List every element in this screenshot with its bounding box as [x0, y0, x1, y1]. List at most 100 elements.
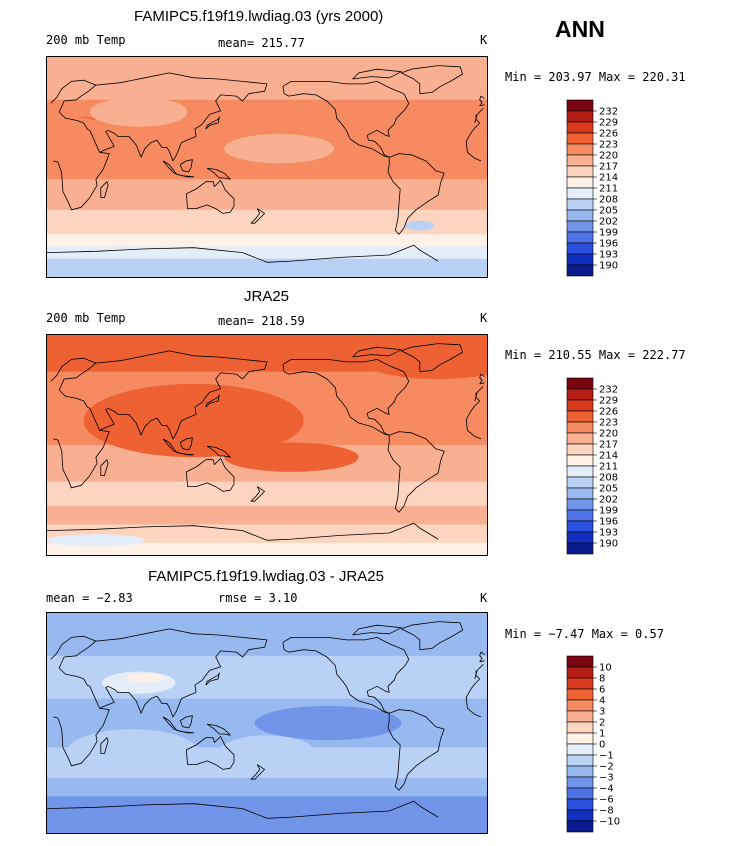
panel-1-coast-borneo — [179, 159, 193, 173]
panel-3-rmse-label: rmse = 3.10 — [218, 591, 298, 605]
panel-1-colorbar-label-5: 220 — [599, 151, 618, 162]
panel-1-coast-madagascar — [100, 181, 109, 198]
panel-2-colorbar-swatch-10 — [566, 476, 594, 489]
panel-1-colorbar-swatch-15 — [566, 253, 594, 266]
panel-1-colorbar-label-12: 199 — [599, 228, 618, 239]
panel-2-colorbar-label-10: 205 — [599, 484, 618, 495]
panel-2-coast-asia — [95, 350, 268, 440]
panel-1-contour-plot — [47, 57, 487, 277]
panel-1-anomaly-patch-2 — [47, 116, 115, 156]
panel-2-variable-label: 200 mb Temp — [46, 311, 126, 325]
panel-2-colorbar-swatch-14 — [566, 520, 594, 533]
panel-3-anomaly-patch-3 — [254, 705, 402, 741]
panel-1-colorbar-swatch-6 — [566, 154, 594, 167]
panel-3-colorbar-label-8: 0 — [599, 740, 605, 751]
panel-2-colorbar-label-9: 208 — [599, 473, 618, 484]
panel-2-colorbar: 232 229 226 223 220 217 214 211 208 205 202 199 196 1… — [565, 377, 635, 555]
panel-3-colorbar-swatch-1 — [566, 655, 594, 668]
panel-3-map — [46, 612, 488, 834]
panel-3-coast-antarctica — [47, 800, 439, 819]
panel-1-colorbar-label-9: 208 — [599, 195, 618, 206]
panel-1-min-max: Min = 203.97 Max = 220.31 — [505, 70, 686, 84]
panel-1-coast-europe-africa — [50, 79, 484, 211]
panel-3-colorbar-label-7: 1 — [599, 729, 605, 740]
panel-2-mean-value: 218.59 — [261, 314, 305, 328]
panel-3-colorbar-label-14: −8 — [599, 806, 614, 817]
panel-3-colorbar-label-15: −10 — [599, 817, 620, 828]
panel-3-colorbar-label-9: −1 — [599, 751, 614, 762]
panel-3-units: K — [480, 591, 488, 605]
panel-3-anomaly-patch-2 — [126, 672, 164, 683]
panel-1-coast-new-zealand — [250, 208, 265, 224]
panel-3-colorbar-swatch-2 — [566, 666, 594, 679]
panel-2-colorbar-swatch-5 — [566, 421, 594, 434]
panel-1-colorbar-label-11: 202 — [599, 217, 618, 228]
panel-2-coast-new-zealand — [250, 486, 265, 502]
panel-1-colorbar-label-2: 229 — [599, 118, 618, 129]
panel-3-coast-borneo — [179, 715, 193, 729]
panel-2-band-7 — [47, 524, 487, 544]
panel-1-mean-label: mean= 215.77 — [218, 36, 305, 50]
panel-3-colorbar-label-2: 8 — [599, 674, 605, 685]
panel-2-band-5 — [47, 481, 487, 507]
panel-1-colorbar-swatch-8 — [566, 176, 594, 189]
panel-1-colorbar-swatch-1 — [566, 99, 594, 112]
panel-2-coast-madagascar — [100, 459, 109, 476]
panel-3-coast-australia — [185, 736, 235, 770]
panel-1-colorbar-label-3: 226 — [599, 129, 618, 140]
panel-1-colorbar-label-14: 193 — [599, 250, 618, 261]
panel-2-coast-south-america — [387, 431, 445, 513]
panel-1-colorbar-swatch-12 — [566, 220, 594, 233]
panel-3-min-max: Min = −7.47 Max = 0.57 — [505, 627, 664, 641]
panel-2-colorbar-label-11: 202 — [599, 495, 618, 506]
panel-2-map — [46, 334, 488, 556]
panel-2-colorbar-swatch-15 — [566, 531, 594, 544]
panel-2-colorbar-swatch-8 — [566, 454, 594, 467]
panel-3-colorbar-label-10: −2 — [599, 762, 614, 773]
season-label: ANN — [555, 16, 605, 42]
panel-3-colorbar-swatch-16 — [566, 820, 594, 833]
panel-3-coast-uk — [479, 651, 485, 663]
panel-3-coast-madagascar — [100, 737, 109, 754]
panel-2-colorbar-swatch-3 — [566, 399, 594, 412]
panel-3-colorbar-swatch-9 — [566, 743, 594, 756]
panel-3-coast-new-zealand — [250, 764, 265, 780]
panel-3-contour-plot — [47, 613, 487, 833]
panel-1-anomaly-patch-5 — [405, 220, 435, 231]
panel-3-coast-north-america — [282, 637, 410, 714]
panel-3-colorbar-swatch-6 — [566, 710, 594, 723]
panel-3-colorbar-swatch-14 — [566, 798, 594, 811]
panel-2-colorbar-swatch-7 — [566, 443, 594, 456]
panel-1-band-7 — [47, 246, 487, 260]
panel-1-anomaly-patch-4 — [224, 134, 335, 164]
panel-1-colorbar-label-1: 232 — [599, 107, 618, 118]
panel-2-colorbar-label-5: 220 — [599, 429, 618, 440]
panel-2-coast-japan — [205, 394, 220, 408]
panel-3-coast-europe-africa — [50, 635, 484, 767]
panel-1-colorbar-label-15: 190 — [599, 261, 618, 272]
panel-1-colorbar-swatch-14 — [566, 242, 594, 255]
panel-2-coast-antarctica — [47, 522, 439, 541]
panel-3-coast-asia — [95, 628, 268, 718]
panel-2-coast-indonesia — [162, 438, 195, 456]
panel-2-units: K — [480, 311, 488, 325]
panel-2-colorbar-swatch-4 — [566, 410, 594, 423]
panel-3-title: FAMIPC5.f19f19.lwdiag.03 - JRA25 — [148, 568, 384, 585]
panel-2-coast-borneo — [179, 437, 193, 451]
panel-1-coast-antarctica — [47, 244, 439, 263]
panel-1-coast-north-america — [282, 81, 410, 158]
panel-1-colorbar-label-10: 205 — [599, 206, 618, 217]
panel-2-colorbar-swatch-12 — [566, 498, 594, 511]
panel-1-coast-japan — [205, 116, 220, 130]
panel-3-colorbar-swatch-8 — [566, 732, 594, 745]
panel-1-colorbar-label-4: 223 — [599, 140, 618, 151]
panel-2-title: JRA25 — [244, 288, 290, 305]
panel-1-colorbar: 232 229 226 223 220 217 214 211 208 205 202 199 196 1… — [565, 99, 635, 277]
panel-1-coast-south-america — [387, 153, 445, 235]
panel-1-colorbar-swatch-3 — [566, 121, 594, 134]
panel-3-colorbar-swatch-10 — [566, 754, 594, 767]
panel-3-band-5 — [47, 778, 487, 797]
panel-1-colorbar-label-7: 214 — [599, 173, 618, 184]
panel-2-colorbar-swatch-13 — [566, 509, 594, 522]
